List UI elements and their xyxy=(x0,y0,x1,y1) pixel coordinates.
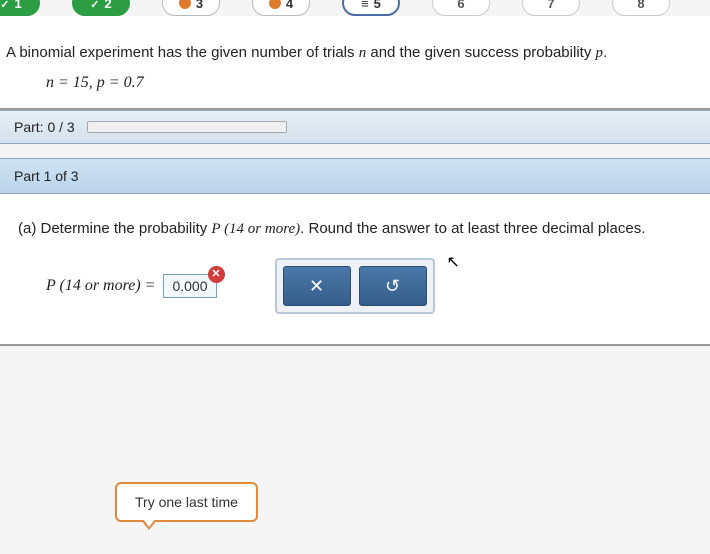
answer-expression-label: P (14 or more) = xyxy=(46,277,155,295)
spacer xyxy=(0,144,710,158)
cancel-button[interactable]: ✕ xyxy=(283,266,351,306)
check-icon xyxy=(90,0,99,11)
part-header: Part 1 of 3 xyxy=(0,158,710,194)
nav-item-6[interactable]: 6 xyxy=(432,0,490,16)
statement-text: A binomial experiment has the given numb… xyxy=(6,44,700,62)
warn-icon xyxy=(179,0,191,9)
question-text: (a) Determine the probability P (14 or m… xyxy=(18,220,696,238)
current-icon xyxy=(361,0,369,11)
nav-number: 3 xyxy=(196,0,203,11)
reset-icon: ↺ xyxy=(385,276,400,297)
nav-item-3[interactable]: 3 xyxy=(162,0,220,16)
nav-number: 1 xyxy=(14,0,21,11)
nav-number: 4 xyxy=(286,0,293,11)
nav-item-5[interactable]: 5 xyxy=(342,0,400,16)
incorrect-icon: ✕ xyxy=(208,266,225,283)
question-prefix: (a) Determine the probability xyxy=(18,220,211,237)
part-body: (a) Determine the probability P (14 or m… xyxy=(0,194,710,346)
nav-item-2[interactable]: 2 xyxy=(72,0,130,16)
question-nav: 1 2 3 4 5 6 7 8 xyxy=(0,0,710,16)
nav-item-4[interactable]: 4 xyxy=(252,0,310,16)
x-icon: ✕ xyxy=(309,276,324,297)
answer-value: 0.000 xyxy=(172,278,207,294)
nav-number: 5 xyxy=(374,0,381,11)
answer-input[interactable]: 0.000 ✕ xyxy=(163,274,216,298)
question-expression: P (14 or more) xyxy=(211,221,300,237)
question-suffix: . Round the answer to at least three dec… xyxy=(300,220,645,237)
nav-number: 7 xyxy=(547,0,554,11)
nav-item-7[interactable]: 7 xyxy=(522,0,580,16)
progress-track xyxy=(87,121,287,133)
nav-number: 6 xyxy=(457,0,464,11)
progress-label: Part: 0 / 3 xyxy=(14,119,75,135)
nav-number: 8 xyxy=(637,0,644,11)
parameters: n = 15, p = 0.7 xyxy=(46,74,700,92)
check-icon xyxy=(0,0,9,11)
nav-item-1[interactable]: 1 xyxy=(0,0,40,16)
hint-bubble[interactable]: Try one last time xyxy=(115,482,258,522)
part-progress-bar: Part: 0 / 3 xyxy=(0,110,710,144)
reset-button[interactable]: ↺ xyxy=(359,266,427,306)
nav-number: 2 xyxy=(104,0,111,11)
answer-row: P (14 or more) = 0.000 ✕ ✕ ↺ ↖ xyxy=(18,258,696,314)
problem-statement: A binomial experiment has the given numb… xyxy=(0,16,710,110)
cursor-icon: ↖ xyxy=(447,252,460,272)
hint-text: Try one last time xyxy=(135,494,238,510)
warn-icon xyxy=(269,0,281,9)
action-tray: ✕ ↺ xyxy=(275,258,435,314)
nav-item-8[interactable]: 8 xyxy=(612,0,670,16)
